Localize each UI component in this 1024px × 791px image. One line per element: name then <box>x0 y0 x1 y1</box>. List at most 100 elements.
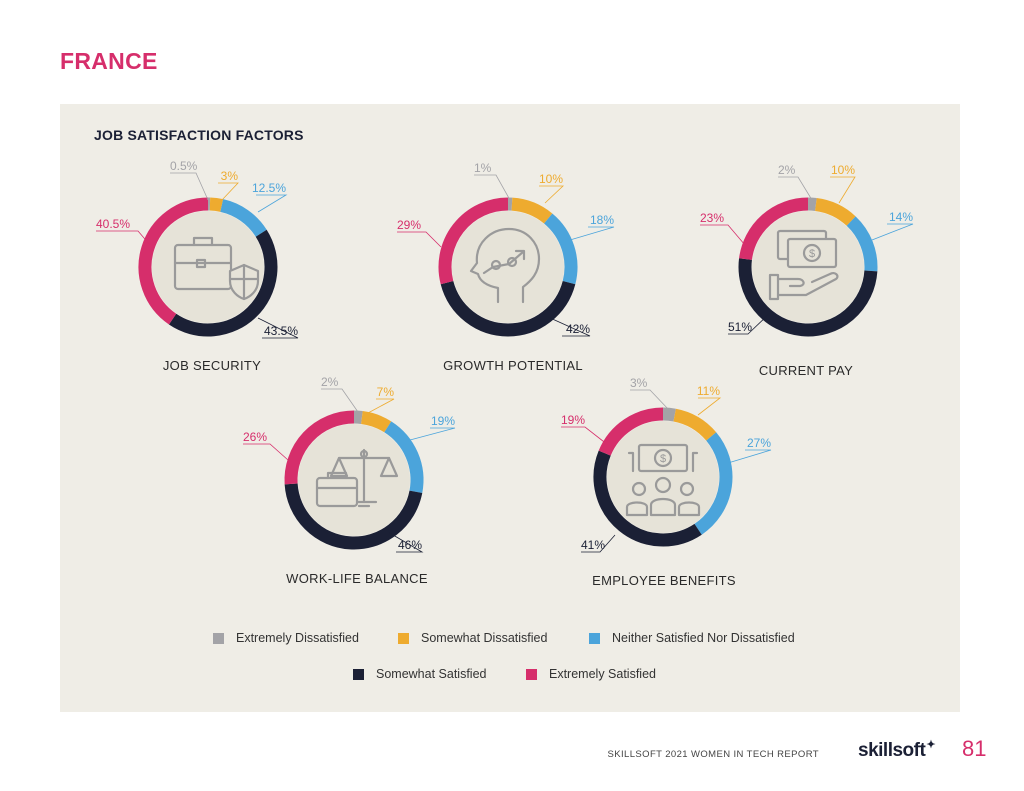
chart-title: CURRENT PAY <box>759 363 853 378</box>
donut-center <box>452 211 564 323</box>
leader-line <box>561 426 609 446</box>
head-growth-icon <box>469 227 541 304</box>
chart-title: WORK-LIFE BALANCE <box>286 571 428 586</box>
donut-segment-extremely-dissatisfied <box>353 410 363 424</box>
leader-line <box>218 182 239 201</box>
legend-label: Neither Satisfied Nor Dissatisfied <box>612 631 795 645</box>
data-label-extremely-dissatisfied: 0.5% <box>170 159 198 173</box>
leader-line <box>96 230 151 246</box>
donut-segment-somewhat-satisfied <box>738 258 878 337</box>
donut-segment-somewhat-satisfied <box>168 229 278 337</box>
donut-segment-somewhat-dissatisfied <box>360 411 392 433</box>
skillsoft-logo: skillsoft✦ <box>858 739 936 762</box>
data-label-extremely-dissatisfied: 3% <box>630 376 648 390</box>
svg-text:$: $ <box>660 453 666 465</box>
leader-line <box>697 397 722 416</box>
leader-line <box>830 176 856 204</box>
leader-line <box>778 176 813 201</box>
donut-segment-neither <box>220 199 267 237</box>
donut-chart-growth-potential: 1% 10% 18% 42% 29% GROWTH POTENTIAL <box>397 161 614 373</box>
data-label-neither: 14% <box>889 210 913 224</box>
data-label-extremely-dissatisfied: 1% <box>474 161 492 175</box>
donut-chart-work-life-balance: 2% 7% 19% 46% 26% WORK-LIFE BALANCE <box>243 375 455 586</box>
donut-segment-extremely-satisfied <box>739 197 809 261</box>
leader-line <box>409 427 456 441</box>
donut-segment-extremely-satisfied <box>598 407 664 456</box>
data-label-neither: 19% <box>431 414 455 428</box>
legend-swatch <box>526 668 537 680</box>
data-label-somewhat-satisfied: 51% <box>728 320 752 334</box>
legend-item-extremely-satisfied: Extremely Satisfied <box>526 667 656 681</box>
legend-swatch <box>353 668 364 680</box>
leader-line <box>367 398 395 414</box>
donut-segment-neither <box>846 216 878 272</box>
donut-segment-somewhat-satisfied <box>440 280 576 337</box>
chart-title: GROWTH POTENTIAL <box>443 358 583 373</box>
data-label-somewhat-satisfied: 41% <box>581 538 605 552</box>
logo-star-icon: ✦ <box>926 739 936 751</box>
data-label-somewhat-satisfied: 46% <box>398 538 422 552</box>
donut-segment-neither <box>543 213 578 285</box>
data-label-neither: 18% <box>590 213 614 227</box>
leader-line <box>170 172 209 201</box>
data-label-somewhat-satisfied: 43.5% <box>264 324 298 338</box>
legend-swatch <box>213 632 224 644</box>
data-label-somewhat-dissatisfied: 3% <box>221 169 239 183</box>
data-label-somewhat-dissatisfied: 11% <box>697 384 720 398</box>
legend-swatch <box>589 632 600 644</box>
page-number: 81 <box>962 736 987 761</box>
leader-line <box>630 389 670 411</box>
donut-segment-somewhat-satisfied <box>593 450 702 547</box>
donut-segment-extremely-dissatisfied <box>662 407 676 422</box>
data-label-extremely-satisfied: 23% <box>700 211 724 225</box>
people-money-icon: $ <box>625 443 701 517</box>
footer-report-title: SKILLSOFT 2021 WOMEN IN TECH REPORT <box>607 749 819 760</box>
legend-item-somewhat-dissatisfied: Somewhat Dissatisfied <box>398 631 547 645</box>
leader-line <box>387 531 424 553</box>
data-label-somewhat-satisfied: 42% <box>566 322 590 336</box>
donut-chart-employee-benefits: $ 3% 11% 27% 41% 19% EMPLOYEE BENEFITS <box>561 376 771 588</box>
leader-line <box>871 223 914 241</box>
donut-segment-somewhat-dissatisfied <box>814 198 856 227</box>
hand-money-icon: $ <box>768 229 839 301</box>
data-label-somewhat-dissatisfied: 10% <box>539 172 563 186</box>
donut-segment-somewhat-satisfied <box>284 483 423 550</box>
leader-line <box>257 317 299 339</box>
legend-item-neither: Neither Satisfied Nor Dissatisfied <box>589 631 795 645</box>
donut-segment-extremely-satisfied <box>138 197 209 325</box>
leader-line <box>727 449 772 464</box>
data-label-extremely-satisfied: 40.5% <box>96 217 130 231</box>
data-label-neither: 27% <box>747 436 771 450</box>
logo-text: skillsoft <box>858 740 926 761</box>
data-label-neither: 12.5% <box>252 181 286 195</box>
legend-label: Extremely Satisfied <box>549 667 656 681</box>
donut-segment-neither <box>694 432 733 535</box>
page-title: FRANCE <box>60 48 158 74</box>
donut-segment-somewhat-dissatisfied <box>673 408 717 441</box>
legend-item-somewhat-satisfied: Somewhat Satisfied <box>353 667 486 681</box>
leader-line <box>256 194 288 213</box>
data-label-extremely-satisfied: 19% <box>561 413 585 427</box>
legend-item-extremely-dissatisfied: Extremely Dissatisfied <box>213 631 359 645</box>
leader-line <box>243 443 289 461</box>
donut-chart-job-security: 0.5% 3% 12.5% 43.5% 40.5% JOB SECURITY <box>96 159 298 373</box>
leader-line <box>700 224 746 246</box>
briefcase-shield-icon <box>173 236 260 301</box>
data-label-somewhat-dissatisfied: 7% <box>377 385 395 399</box>
data-label-somewhat-dissatisfied: 10% <box>831 163 855 177</box>
data-label-extremely-dissatisfied: 2% <box>778 163 796 177</box>
leader-line <box>581 534 616 553</box>
leader-line <box>728 312 771 335</box>
leader-line <box>547 316 591 337</box>
donut-segment-neither <box>384 421 424 494</box>
chart-title: JOB SECURITY <box>163 358 261 373</box>
legend-label: Somewhat Dissatisfied <box>421 631 548 645</box>
leader-line <box>474 174 511 201</box>
data-label-extremely-satisfied: 29% <box>397 218 421 232</box>
leader-line <box>569 226 615 241</box>
donut-segment-extremely-satisfied <box>438 197 509 285</box>
donut-segment-somewhat-dissatisfied <box>511 197 553 224</box>
leader-line <box>397 231 442 248</box>
chart-title: EMPLOYEE BENEFITS <box>592 573 736 588</box>
